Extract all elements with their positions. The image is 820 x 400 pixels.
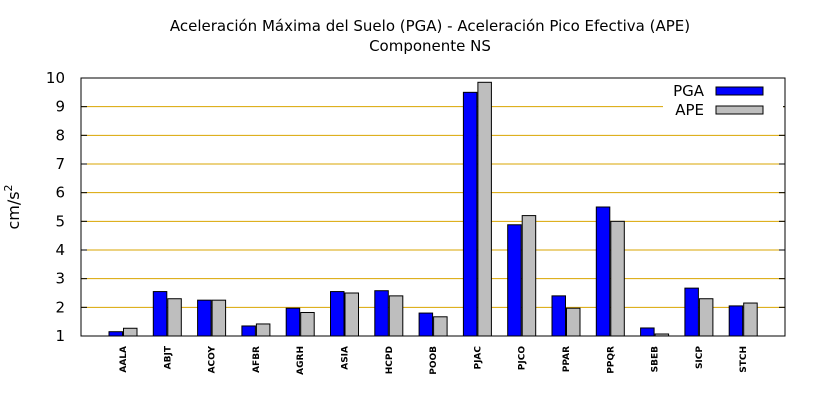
bar-ape-sicp <box>698 298 714 337</box>
bar-ape-hcpd <box>388 295 404 337</box>
bar-ape-abjt <box>167 298 182 337</box>
bar-ape-pjac <box>477 81 492 337</box>
bar-ape-pjco <box>521 215 537 337</box>
bar-pga-sbeb <box>640 327 655 337</box>
y-tick-label: 10 <box>46 69 65 87</box>
legend-label-ape: APE <box>675 101 704 119</box>
y-tick-label: 1 <box>55 327 65 345</box>
bar-ape-agrh <box>300 311 315 337</box>
x-tick-label-poob: POOB <box>429 346 439 375</box>
bar-ape-acoy <box>211 299 227 337</box>
bar-ape-ppar <box>566 307 581 337</box>
x-tick-label-pjac: PJAC <box>473 346 483 370</box>
bar-pga-ppqr <box>595 206 611 337</box>
bar-ape-asia <box>344 292 359 337</box>
legend-swatch-pga <box>715 86 764 96</box>
bar-pga-hcpd <box>374 290 389 337</box>
x-tick-label-sicp: SICP <box>695 346 705 369</box>
bar-pga-pjac <box>462 91 478 337</box>
y-tick-label: 4 <box>55 241 65 259</box>
x-tick-label-stch: STCH <box>739 346 749 373</box>
bar-pga-acoy <box>197 299 212 337</box>
bar-pga-poob <box>418 312 434 337</box>
bars <box>108 81 758 337</box>
chart-title: Aceleración Máxima del Suelo (PGA) - Ace… <box>170 17 690 35</box>
y-axis-label: cm/s2 <box>2 184 23 229</box>
y-tick-label: 3 <box>55 270 65 288</box>
tick-labels: 1 2 3 4 5 6 7 8 9 10 AALA ABJT ACOY AFBR AGRH ASIA HCPD P… <box>46 69 749 375</box>
bar-pga-pjco <box>507 224 522 337</box>
bar-pga-agrh <box>285 307 301 337</box>
bar-pga-abjt <box>152 291 168 337</box>
x-tick-label-sbeb: SBEB <box>651 346 661 372</box>
bar-pga-aala <box>108 331 123 337</box>
bar-ape-stch <box>743 302 758 337</box>
x-tick-label-pjco: PJCO <box>518 346 528 371</box>
y-tick-label: 8 <box>55 126 65 144</box>
y-tick-label: 6 <box>55 184 65 202</box>
y-axis-label-unit: cm/s <box>4 191 23 229</box>
bar-pga-ppar <box>551 295 566 337</box>
x-tick-label-aala: AALA <box>119 346 129 373</box>
x-tick-label-ppqr: PPQR <box>606 346 616 374</box>
y-axis-label-exponent: 2 <box>2 184 15 191</box>
bar-ape-ppqr <box>610 220 625 337</box>
x-tick-label-agrh: AGRH <box>296 346 306 375</box>
legend-label-pga: PGA <box>673 82 705 100</box>
y-tick-label: 9 <box>55 98 65 116</box>
y-tick-label: 2 <box>55 298 65 316</box>
bar-ape-aala <box>123 327 138 337</box>
x-tick-label-ppar: PPAR <box>562 346 572 372</box>
x-tick-label-asia: ASIA <box>341 346 351 370</box>
x-tick-label-hcpd: HCPD <box>385 346 395 374</box>
axes <box>80 77 786 337</box>
bar-ape-afbr <box>255 323 271 337</box>
y-tick-label: 7 <box>55 155 65 173</box>
chart-subtitle: Componente NS <box>369 37 491 55</box>
y-tick-label: 5 <box>55 212 65 230</box>
bar-pga-afbr <box>241 325 256 337</box>
plot-frame <box>80 77 786 337</box>
x-tick-label-abjt: ABJT <box>163 345 173 369</box>
x-tick-label-acoy: ACOY <box>208 346 218 374</box>
bar-ape-poob <box>433 316 448 337</box>
x-tick-label-afbr: AFBR <box>252 346 262 373</box>
bar-pga-asia <box>330 291 345 337</box>
bar-pga-stch <box>728 305 744 337</box>
legend-swatch-ape <box>715 105 764 115</box>
bar-pga-sicp <box>684 287 699 337</box>
